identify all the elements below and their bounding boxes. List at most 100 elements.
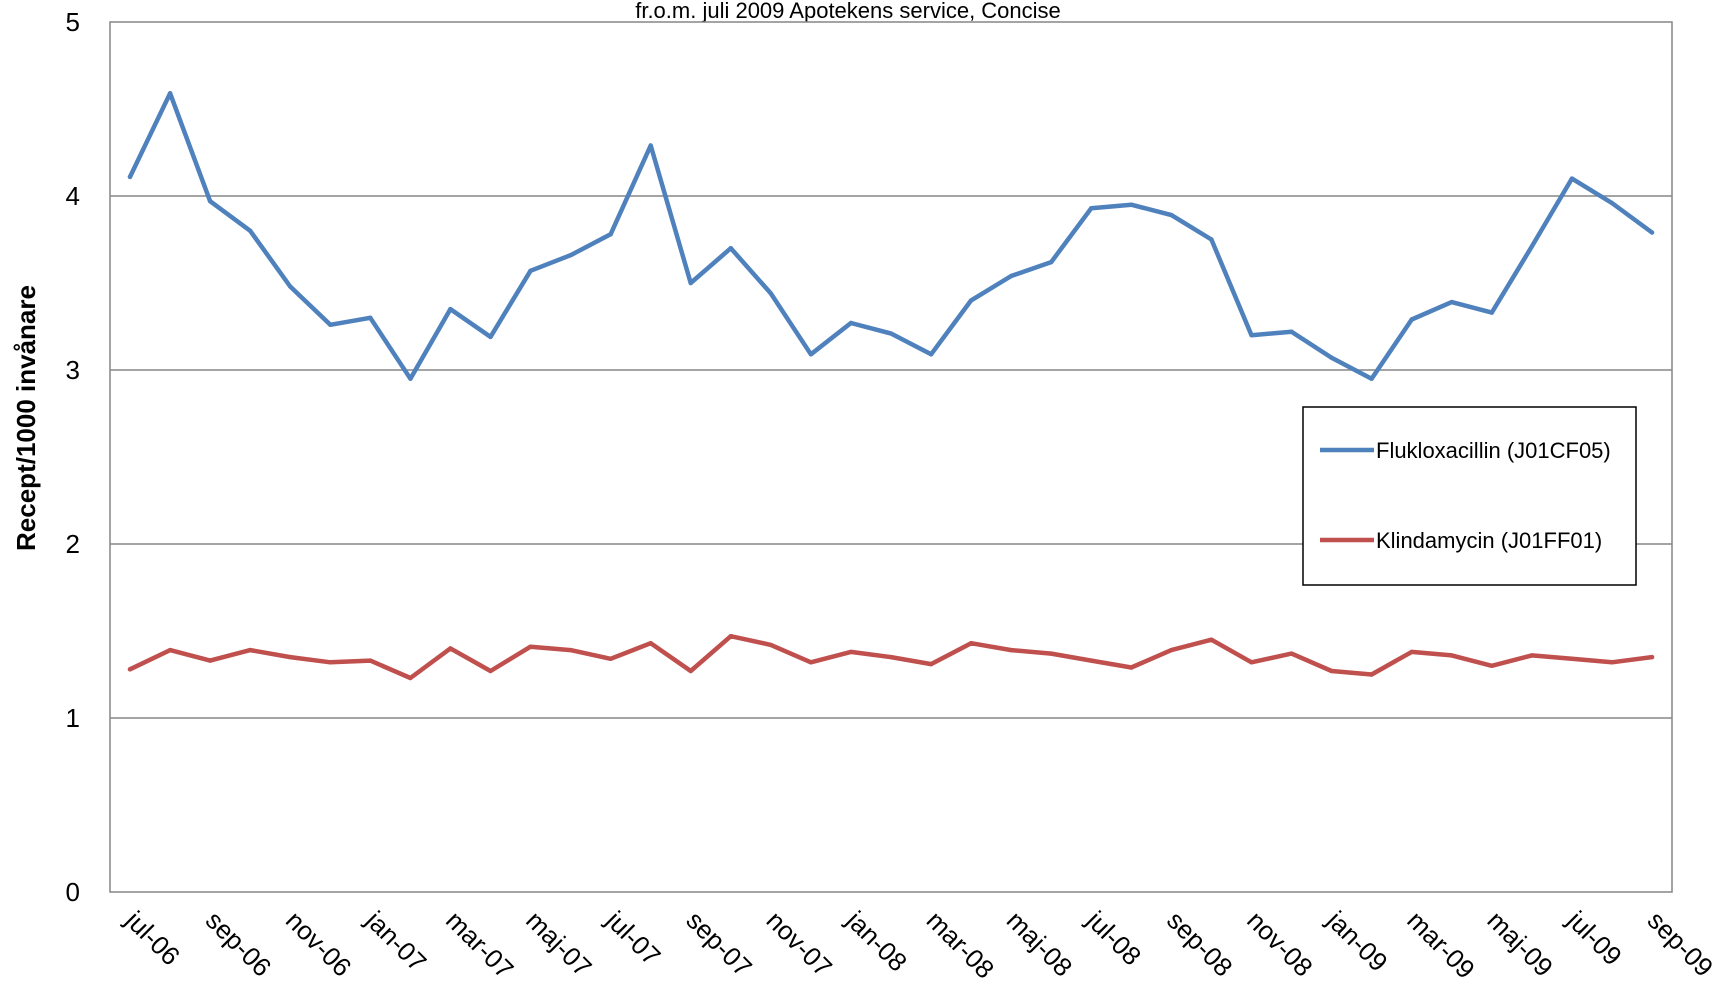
data-point — [1009, 273, 1014, 279]
x-tick-label: mar-07 — [440, 905, 519, 984]
chart-subtitle: fr.o.m. juli 2009 Apotekens service, Con… — [635, 0, 1061, 23]
x-tick-label: sep-09 — [1642, 905, 1719, 982]
data-point — [928, 661, 934, 667]
data-point — [688, 280, 693, 286]
data-point — [1169, 212, 1174, 218]
data-point — [768, 291, 773, 296]
data-point — [1649, 230, 1655, 235]
x-tick-label: nov-06 — [280, 905, 357, 982]
data-point — [928, 352, 934, 357]
data-point — [167, 647, 173, 653]
data-point — [848, 320, 854, 326]
data-point — [688, 668, 693, 674]
data-point — [608, 656, 613, 661]
x-tick-label: jul-09 — [1561, 904, 1628, 971]
x-tick-label: jan-07 — [359, 904, 432, 977]
data-point — [328, 660, 333, 665]
data-point — [528, 268, 533, 273]
x-tick-label: maj-08 — [1001, 905, 1078, 982]
data-point — [648, 143, 653, 148]
data-point — [1329, 355, 1334, 360]
x-tick-label: maj-09 — [1482, 905, 1559, 982]
x-tick-label: jan-08 — [840, 904, 913, 977]
data-point — [288, 284, 293, 289]
data-point — [528, 644, 533, 649]
data-point — [1449, 299, 1454, 305]
y-tick-label: 5 — [66, 7, 80, 37]
data-point — [1529, 653, 1535, 658]
data-point — [568, 253, 573, 258]
data-point — [408, 376, 413, 381]
data-point — [368, 658, 373, 663]
data-point — [127, 667, 133, 672]
data-point — [568, 647, 573, 653]
data-point — [248, 647, 253, 653]
y-tick-label: 1 — [66, 703, 80, 733]
data-point — [728, 246, 733, 251]
data-point — [328, 322, 333, 327]
data-point — [1609, 660, 1615, 665]
data-point — [888, 654, 894, 660]
data-point — [848, 649, 854, 655]
data-point — [167, 91, 173, 96]
data-point — [768, 642, 773, 648]
x-tick-label: jul-07 — [600, 904, 667, 971]
data-point — [1489, 663, 1495, 668]
data-point — [1329, 668, 1334, 674]
legend-box — [1302, 406, 1637, 586]
data-point — [288, 654, 293, 660]
data-point — [1049, 651, 1054, 656]
legend-label-flukloxacillin: Flukloxacillin (J01CF05) — [1376, 438, 1611, 463]
data-point — [728, 634, 733, 639]
data-point — [248, 228, 253, 233]
data-point — [1289, 651, 1294, 656]
y-axis-ticks: 0 1 2 3 4 5 — [66, 7, 80, 907]
data-point — [1569, 656, 1575, 661]
x-tick-label: sep-07 — [681, 905, 758, 982]
data-point — [448, 306, 453, 312]
x-tick-label: sep-08 — [1161, 905, 1238, 982]
y-tick-label: 0 — [66, 877, 80, 907]
data-point — [1089, 206, 1094, 211]
x-tick-label: maj-07 — [520, 905, 597, 982]
x-tick-label: mar-09 — [1401, 905, 1480, 984]
data-point — [1209, 237, 1214, 242]
data-point — [888, 331, 894, 336]
data-point — [608, 232, 613, 237]
data-point — [1249, 660, 1254, 665]
y-tick-label: 3 — [66, 355, 80, 385]
x-tick-label: sep-06 — [200, 905, 277, 982]
data-point — [1449, 653, 1454, 658]
legend-label-klindamycin: Klindamycin (J01FF01) — [1376, 528, 1602, 553]
data-point — [1489, 310, 1495, 315]
data-point — [488, 668, 493, 674]
data-point — [1129, 202, 1134, 207]
data-point — [1169, 647, 1174, 653]
x-tick-label: nov-07 — [761, 905, 838, 982]
data-point — [368, 315, 373, 320]
y-tick-label: 2 — [66, 529, 80, 559]
data-point — [1009, 647, 1014, 653]
data-point — [448, 646, 453, 651]
data-point — [968, 641, 974, 646]
data-point — [127, 174, 133, 180]
data-point — [968, 298, 974, 303]
data-point — [488, 334, 493, 340]
x-tick-label: mar-08 — [921, 905, 1000, 984]
data-point — [1209, 637, 1214, 642]
data-point — [808, 660, 814, 665]
x-tick-label: jan-09 — [1321, 904, 1394, 977]
data-point — [1369, 672, 1374, 677]
data-point — [1049, 259, 1054, 265]
y-tick-label: 4 — [66, 181, 80, 211]
series-lines — [127, 91, 1655, 681]
x-tick-label: jul-06 — [119, 904, 186, 971]
y-axis-label: Recept/1000 invånare — [11, 285, 41, 551]
x-axis-ticks: jul-06 sep-06 nov-06 jan-07 mar-07 maj-07 jul-… — [119, 904, 1719, 984]
data-point — [808, 352, 814, 357]
x-tick-label: nov-08 — [1241, 905, 1318, 982]
data-point — [1409, 317, 1414, 322]
data-point — [1649, 654, 1655, 660]
